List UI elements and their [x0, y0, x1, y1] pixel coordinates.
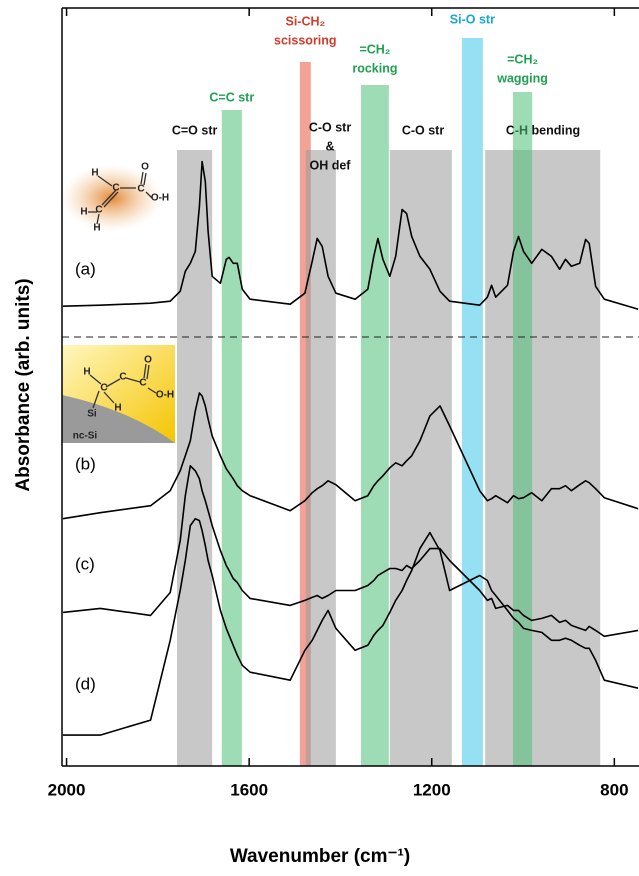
band: [305, 150, 336, 766]
atom-label: H: [80, 207, 87, 218]
atom-label: Si: [87, 409, 97, 420]
band-label: OH def: [310, 158, 352, 172]
inset-substrate: [62, 395, 175, 443]
atom-label: H: [114, 403, 121, 414]
series-label: (a): [75, 259, 96, 278]
series-label: (d): [75, 674, 96, 693]
atom-label: O: [141, 162, 149, 173]
atom-label: H: [83, 367, 90, 378]
band-label: C=C str: [209, 90, 254, 104]
atom-label: O-H: [151, 193, 169, 204]
y-axis-title: Absorbance (arb. units): [13, 278, 34, 491]
x-tick-label: 2000: [48, 780, 86, 799]
x-tick-label: 1200: [413, 780, 451, 799]
band: [177, 150, 213, 766]
bands: C=O str C=C str Si-CH₂ scissoring C-O str & OH…: [172, 12, 601, 766]
band-label: &: [325, 139, 334, 153]
x-axis-title: Wavenumber (cm⁻¹): [230, 846, 410, 867]
band: [485, 150, 601, 766]
spectrum-line: [62, 517, 639, 736]
spectrum-line: [62, 160, 639, 310]
atom-label: C: [100, 383, 107, 394]
atom-label: H: [91, 168, 98, 179]
atom-label: C: [139, 378, 146, 389]
x-tick-label: 1600: [230, 780, 268, 799]
band: [389, 150, 452, 766]
band-label: C-O str: [402, 123, 445, 137]
atom-label: C: [112, 183, 119, 194]
inset-bonds: [88, 171, 157, 409]
band-label: C-O str: [309, 120, 352, 134]
atom-label: C: [119, 372, 126, 383]
band-label: C=O str: [172, 123, 218, 137]
spectrum-line: [62, 392, 639, 520]
band: [360, 85, 389, 766]
band-label: =CH₂: [359, 42, 390, 56]
atom-label: C: [137, 184, 144, 195]
band-label: =CH₂: [507, 52, 538, 66]
atom-label: O: [144, 355, 152, 366]
band-label: rocking: [352, 61, 397, 75]
atom-label: nc-Si: [73, 431, 98, 442]
atom-label: C: [95, 205, 102, 216]
atom-label: H: [93, 223, 100, 234]
band-label: scissoring: [274, 33, 337, 47]
band: [221, 110, 242, 766]
band-label: wagging: [496, 71, 548, 85]
band: [513, 92, 533, 766]
frame: [61, 7, 639, 767]
series-label: (c): [75, 554, 95, 573]
band: [299, 62, 311, 766]
band: [461, 38, 483, 766]
x-tick-label: 800: [600, 780, 628, 799]
series-label: (b): [75, 454, 96, 473]
band-label: Si-O str: [450, 12, 495, 26]
atom-label: O-H: [156, 390, 174, 401]
spectrum-line: [62, 465, 639, 638]
band-label: Si-CH₂: [286, 14, 326, 28]
